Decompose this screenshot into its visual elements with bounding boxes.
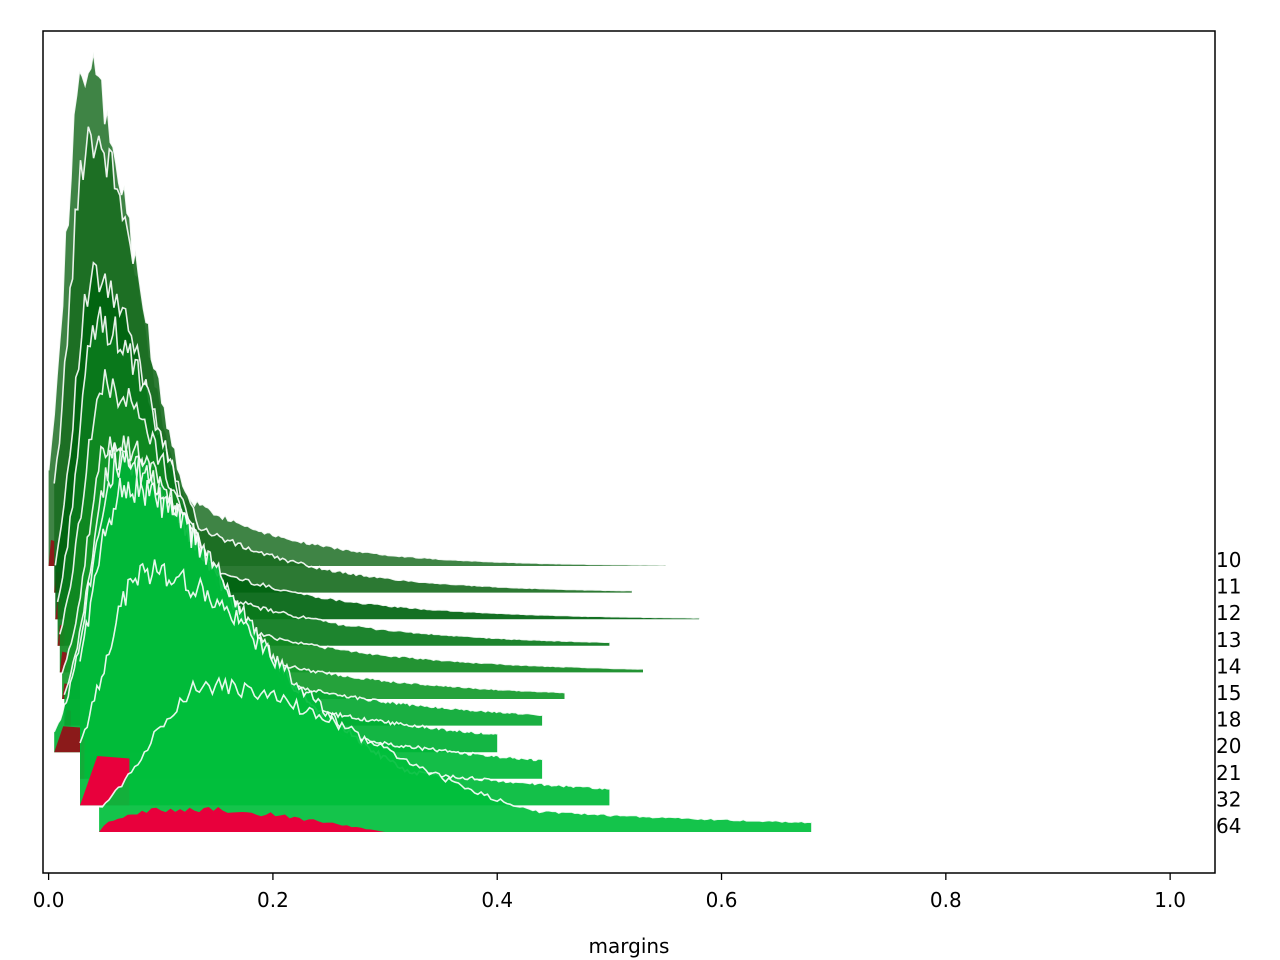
ridge-label-11: 11	[1216, 575, 1241, 599]
ridge-label-15: 15	[1216, 681, 1241, 705]
ridge-label-10: 10	[1216, 548, 1241, 572]
ridge-label-14: 14	[1216, 654, 1241, 678]
ridge-label-12: 12	[1216, 601, 1241, 625]
ridge-label-20: 20	[1216, 734, 1241, 758]
x-tick-label: 0.6	[706, 888, 738, 912]
ridge-outline-11	[53, 126, 632, 592]
ridge-negative-64	[99, 807, 386, 832]
ridge-area-64	[99, 678, 812, 832]
x-tick-label: 1.0	[1154, 888, 1186, 912]
plot-frame	[42, 30, 1216, 874]
ridge-outline-18	[63, 442, 543, 717]
x-tick-label: 0.4	[481, 888, 513, 912]
x-tick-label: 0.2	[257, 888, 289, 912]
ridges-group	[47, 51, 812, 832]
x-tick-label: 0.8	[930, 888, 962, 912]
ridge-negative-10	[48, 540, 56, 566]
ridge-label-64: 64	[1216, 814, 1241, 838]
ridge-negative-20	[54, 726, 80, 753]
ridge-label-21: 21	[1216, 761, 1241, 785]
ridge-label-18: 18	[1216, 708, 1241, 732]
x-axis-label: margins	[589, 934, 670, 958]
x-axis: 0.0 0.2 0.4 0.6 0.8 1.0	[33, 873, 1186, 912]
ridge-outline-14	[59, 369, 643, 670]
ridge-outline-13	[56, 306, 610, 644]
ridge-label-32: 32	[1216, 787, 1241, 811]
ridge-label-13: 13	[1216, 628, 1241, 652]
ridge-64	[99, 676, 812, 832]
ridge-outline-64	[99, 676, 812, 824]
x-tick-label: 0.0	[33, 888, 65, 912]
